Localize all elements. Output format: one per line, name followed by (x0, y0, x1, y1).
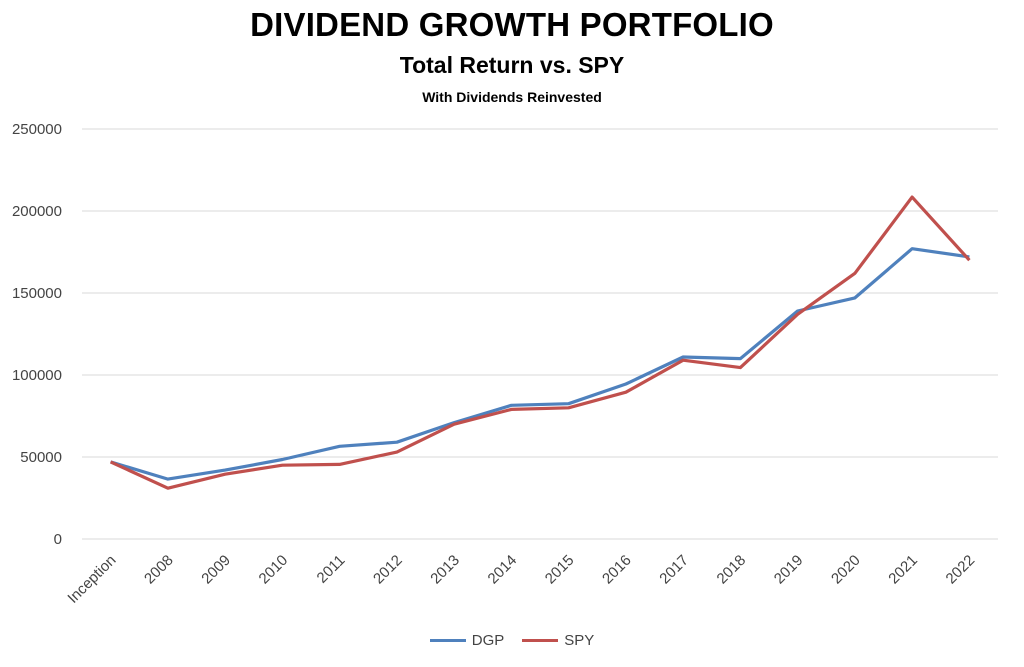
x-tick-label: 2022 (943, 552, 979, 588)
x-tick-label: 2012 (370, 552, 406, 588)
y-tick-label: 50000 (20, 449, 62, 466)
x-tick-label: 2018 (714, 552, 750, 588)
x-tick-label: 2019 (771, 552, 807, 588)
legend-swatch-spy (522, 639, 559, 642)
x-tick-label: 2014 (485, 552, 521, 588)
legend-swatch-dgp (429, 639, 466, 642)
chart-subsubtitle: With Dividends Reinvested (422, 89, 602, 105)
y-tick-label: 100000 (12, 367, 62, 384)
legend-label-spy: SPY (564, 632, 595, 649)
x-tick-label: 2020 (828, 552, 864, 588)
chart-subtitle: Total Return vs. SPY (399, 52, 625, 78)
y-tick-label: 250000 (12, 121, 62, 138)
x-tick-label: 2013 (427, 552, 463, 588)
x-tick-label: Inception (64, 552, 119, 607)
series-line-dgp (110, 247, 970, 481)
x-tick-label: 2021 (885, 552, 921, 588)
line-chart: 0 50000 100000 150000 200000 250000 Inception 2… (12, 121, 998, 607)
x-tick-label: 2015 (542, 552, 578, 588)
legend-item-spy: SPY (522, 632, 594, 649)
chart-title: DIVIDEND GROWTH PORTFOLIO (250, 6, 774, 43)
legend-item-dgp: DGP (429, 632, 505, 649)
y-tick-label: 200000 (12, 203, 62, 220)
legend-label-dgp: DGP (471, 632, 505, 649)
x-tick-label: 2011 (314, 552, 349, 587)
x-tick-label: 2010 (256, 552, 292, 588)
y-tick-label: 150000 (12, 285, 62, 302)
y-tick-label: 0 (54, 531, 62, 548)
x-tick-label: 2008 (141, 552, 177, 588)
x-tick-label: 2016 (599, 552, 635, 588)
x-tick-label: 2017 (656, 552, 692, 588)
series-line-spy (109, 195, 971, 490)
legend: DGP SPY (0, 632, 1024, 649)
x-tick-label: 2009 (198, 552, 234, 588)
